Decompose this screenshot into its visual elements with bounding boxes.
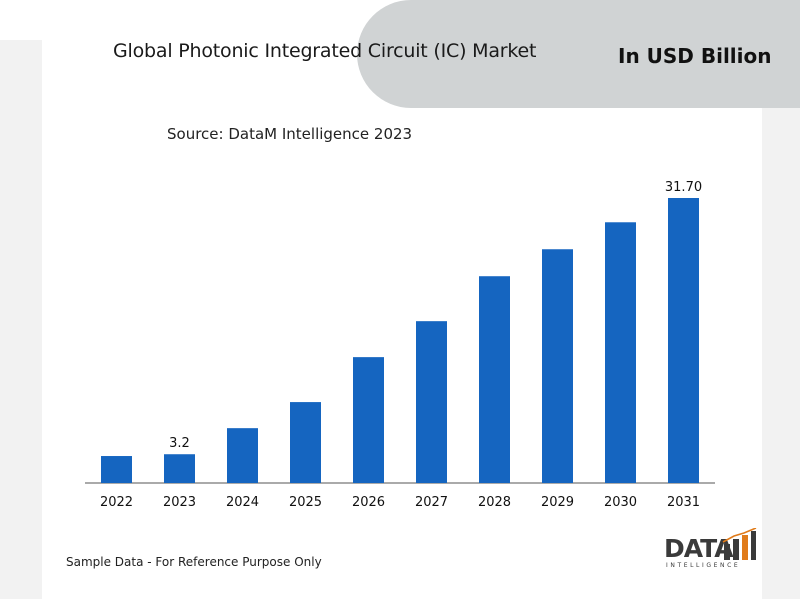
data-label-2031: 31.70 (665, 180, 702, 195)
bar-2023 (164, 454, 195, 483)
logo-wordmark: DATA (664, 534, 734, 563)
x-tick-label-2024: 2024 (226, 495, 259, 510)
datam-logo: DATA INTELLIGENCE (664, 528, 757, 574)
x-tick-label-2027: 2027 (415, 495, 448, 510)
bar-2027 (416, 321, 447, 483)
bar-2022 (101, 456, 132, 483)
x-tick-label-2031: 2031 (667, 495, 700, 510)
bar-2029 (542, 249, 573, 483)
bar-2028 (479, 276, 510, 483)
x-tick-label-2025: 2025 (289, 495, 322, 510)
bar-2026 (353, 357, 384, 483)
logo-subtext: INTELLIGENCE (666, 562, 741, 569)
bar-2030 (605, 222, 636, 483)
chart-title: Global Photonic Integrated Circuit (IC) … (113, 40, 537, 62)
units-label: In USD Billion (618, 44, 772, 68)
source-label: Source: DataM Intelligence 2023 (167, 125, 413, 143)
x-tick-label-2030: 2030 (604, 495, 637, 510)
x-tick-label-2028: 2028 (478, 495, 511, 510)
header-accent-shape (357, 0, 800, 108)
footer-note: Sample Data - For Reference Purpose Only (66, 555, 322, 569)
data-label-2023: 3.2 (169, 436, 190, 451)
bar-2031 (668, 198, 699, 483)
x-tick-label-2029: 2029 (541, 495, 574, 510)
x-tick-label-2023: 2023 (163, 495, 196, 510)
bar-2024 (227, 428, 258, 483)
chart-card (42, 40, 762, 599)
x-tick-label-2026: 2026 (352, 495, 385, 510)
bar-2025 (290, 402, 321, 483)
logo-bars-icon (722, 528, 757, 560)
x-tick-label-2022: 2022 (100, 495, 133, 510)
